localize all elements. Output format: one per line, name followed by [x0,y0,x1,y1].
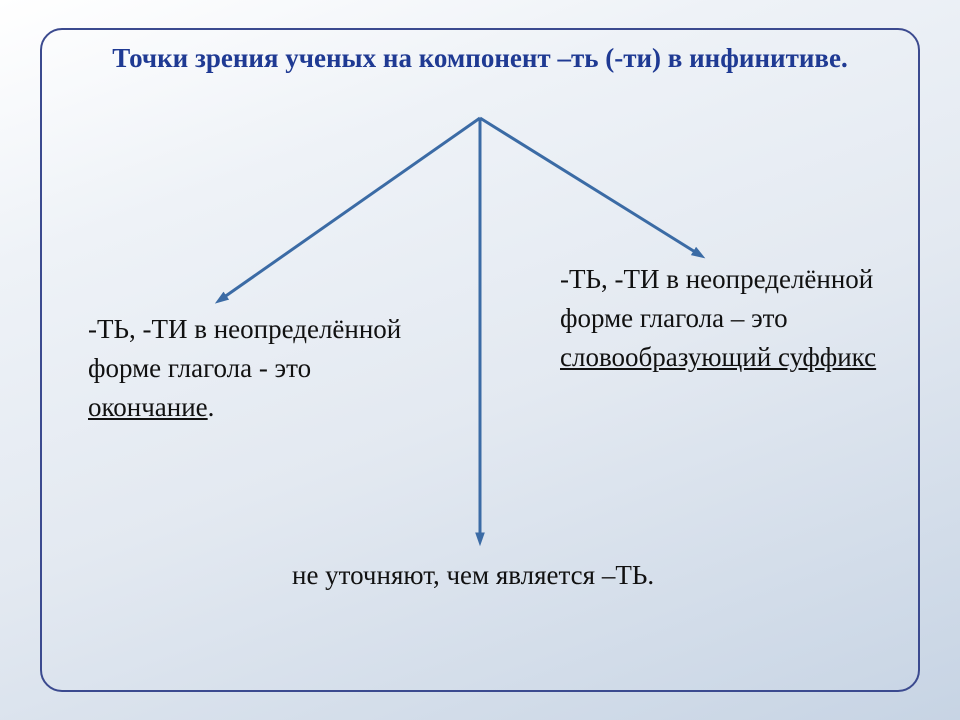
slide-title: Точки зрения ученых на компонент –ть (-т… [80,42,880,76]
viewpoint-bottom-prefix: не уточняют, чем является –ТЬ. [292,560,654,590]
slide: Точки зрения ученых на компонент –ть (-т… [0,0,960,720]
viewpoint-bottom: не уточняют, чем является –ТЬ. [292,556,692,595]
viewpoint-right: -ТЬ, -ТИ в неопределённой форме глагола … [560,260,890,377]
viewpoint-left-prefix: -ТЬ, -ТИ в неопределённой форме глагола … [88,314,401,383]
viewpoint-right-underlined: словообразующий суффикс [560,342,876,372]
viewpoint-right-prefix: -ТЬ, -ТИ в неопределённой форме глагола … [560,264,873,333]
viewpoint-left-suffix: . [208,392,215,422]
viewpoint-left-underlined: окончание [88,392,208,422]
viewpoint-left: -ТЬ, -ТИ в неопределённой форме глагола … [88,310,418,427]
